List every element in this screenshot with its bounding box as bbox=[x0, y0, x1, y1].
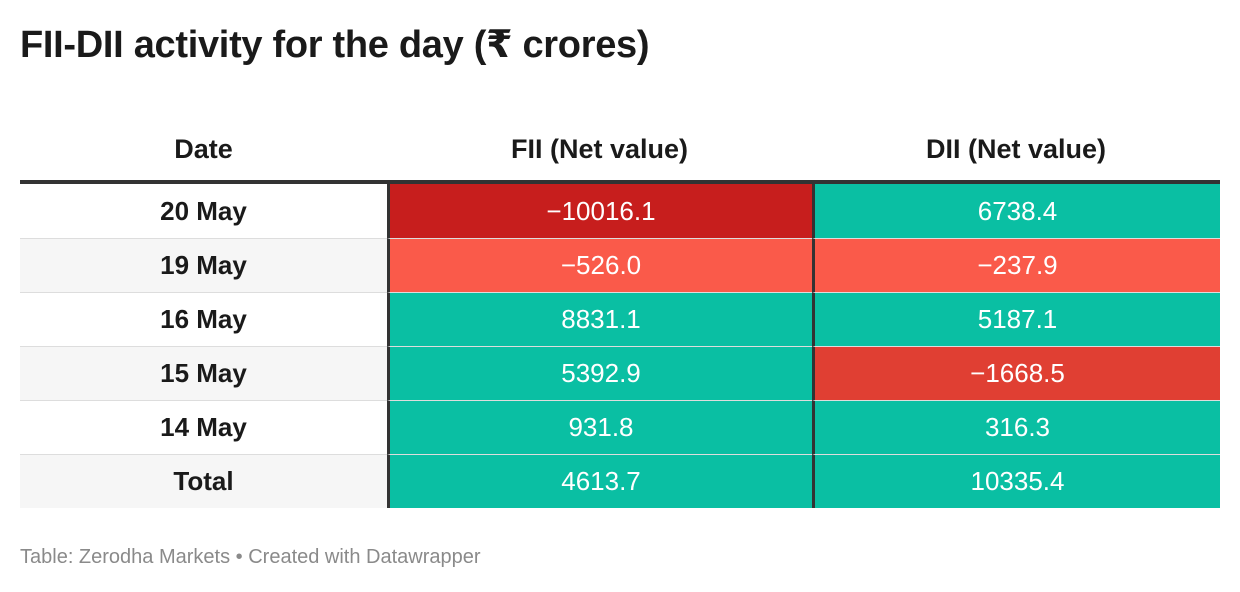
header-date: Date bbox=[174, 133, 233, 164]
fii-value-cell: −10016.1 bbox=[387, 184, 812, 238]
dii-value-cell: 10335.4 bbox=[812, 454, 1220, 508]
table-row: 14 May 931.8 316.3 bbox=[20, 400, 1220, 454]
dii-value-cell: −1668.5 bbox=[812, 346, 1220, 400]
dii-value-cell: −237.9 bbox=[812, 238, 1220, 292]
header-fii: FII (Net value) bbox=[510, 133, 689, 164]
table-title: FII-DII activity for the day (₹ crores) bbox=[20, 24, 650, 66]
fii-value-cell: 8831.1 bbox=[387, 292, 812, 346]
fii-value-cell: 5392.9 bbox=[387, 346, 812, 400]
dii-value-cell: 316.3 bbox=[812, 400, 1220, 454]
fii-value-cell: 4613.7 bbox=[387, 454, 812, 508]
table-header-row: Date FII (Net value) DII (Net value) bbox=[20, 118, 1220, 184]
dii-value-cell: 6738.4 bbox=[812, 184, 1220, 238]
date-cell: 15 May bbox=[20, 346, 387, 400]
table-row: 15 May 5392.9 −1668.5 bbox=[20, 346, 1220, 400]
date-cell: 14 May bbox=[20, 400, 387, 454]
table-row: 20 May −10016.1 6738.4 bbox=[20, 184, 1220, 238]
dii-value-cell: 5187.1 bbox=[812, 292, 1220, 346]
date-cell: 19 May bbox=[20, 238, 387, 292]
date-cell: 20 May bbox=[20, 184, 387, 238]
date-cell: Total bbox=[20, 454, 387, 508]
table-row: Total 4613.7 10335.4 bbox=[20, 454, 1220, 508]
fii-dii-table: Date FII (Net value) DII (Net value) 20 … bbox=[20, 118, 1220, 508]
header-dii: DII (Net value) bbox=[925, 133, 1107, 164]
source-note: Table: Zerodha Markets • Created with Da… bbox=[20, 546, 481, 568]
fii-value-cell: 931.8 bbox=[387, 400, 812, 454]
fii-value-cell: −526.0 bbox=[387, 238, 812, 292]
date-cell: 16 May bbox=[20, 292, 387, 346]
table-row: 16 May 8831.1 5187.1 bbox=[20, 292, 1220, 346]
table-row: 19 May −526.0 −237.9 bbox=[20, 238, 1220, 292]
table-body: 20 May −10016.1 6738.4 19 May −526.0 −237.9 16… bbox=[20, 184, 1220, 508]
